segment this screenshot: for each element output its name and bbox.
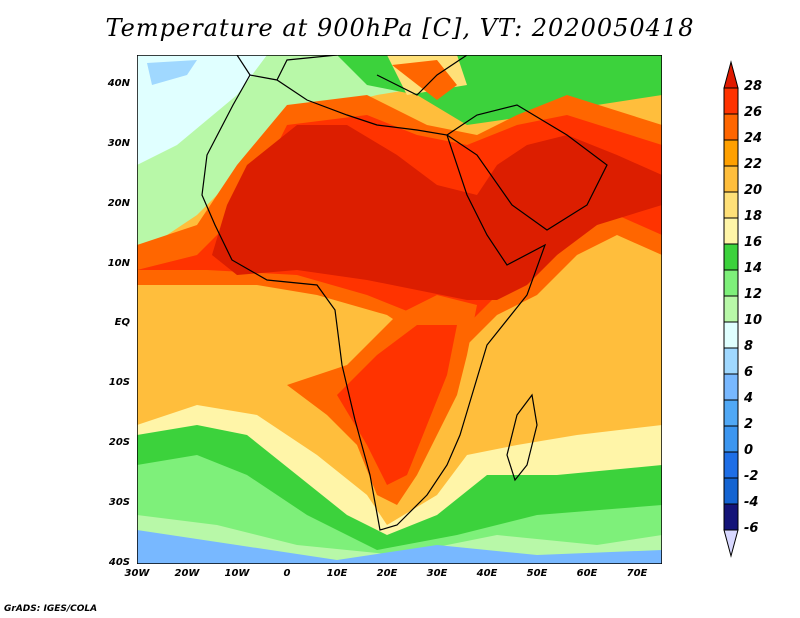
colorbar-box bbox=[723, 191, 739, 219]
colorbar-box bbox=[723, 217, 739, 245]
colorbar-top-arrow bbox=[723, 60, 739, 89]
lon-label: 30W bbox=[124, 568, 150, 579]
lon-label: 20E bbox=[376, 568, 398, 579]
colorbar-box bbox=[723, 477, 739, 505]
colorbar-box bbox=[723, 295, 739, 323]
lon-label: 10E bbox=[326, 568, 348, 579]
lat-label: EQ bbox=[114, 317, 130, 329]
colorbar-label: 20 bbox=[744, 183, 763, 198]
lon-label: 10W bbox=[224, 568, 250, 579]
colorbar-box bbox=[723, 165, 739, 193]
lat-label: 20N bbox=[107, 197, 130, 209]
africa-coastline bbox=[201, 74, 547, 531]
colorbar-box bbox=[723, 399, 739, 427]
madagascar-outline bbox=[506, 393, 538, 482]
lon-label: 50E bbox=[526, 568, 548, 579]
lat-label: 40N bbox=[107, 77, 130, 89]
colorbar-box bbox=[723, 113, 739, 141]
colorbar-label: 14 bbox=[744, 261, 763, 276]
colorbar-label: -2 bbox=[744, 469, 759, 484]
colorbar-box bbox=[723, 503, 739, 531]
lon-label: 60E bbox=[576, 568, 598, 579]
lat-label: 30S bbox=[108, 497, 130, 509]
colorbar-box bbox=[723, 243, 739, 271]
colorbar-label: 2 bbox=[744, 417, 754, 432]
colorbar-label: 6 bbox=[744, 365, 754, 380]
footer-credit: GrADS: IGES/COLA bbox=[4, 604, 98, 614]
lat-label: 10N bbox=[107, 257, 130, 269]
colorbar-box bbox=[723, 373, 739, 401]
colorbar-label: 12 bbox=[744, 287, 763, 302]
lat-label: 30N bbox=[107, 137, 130, 149]
colorbar-box bbox=[723, 347, 739, 375]
lat-label: 40S bbox=[108, 557, 130, 568]
colorbar-label: 24 bbox=[744, 131, 763, 146]
colorbar-box bbox=[723, 425, 739, 453]
colorbar-box bbox=[723, 321, 739, 349]
temperature-map bbox=[137, 55, 662, 564]
colorbar-label: 22 bbox=[744, 157, 763, 172]
europe-coastline bbox=[236, 55, 468, 96]
colorbar-box bbox=[723, 87, 739, 115]
colorbar-label: -4 bbox=[744, 495, 759, 510]
colorbar-label: 28 bbox=[744, 79, 763, 94]
lon-label: 40E bbox=[476, 568, 498, 579]
colorbar bbox=[723, 60, 739, 558]
colorbar-label: 18 bbox=[744, 209, 763, 224]
colorbar-label: 4 bbox=[744, 391, 754, 406]
lon-label: 30E bbox=[426, 568, 448, 579]
colorbar-label: -6 bbox=[744, 521, 759, 536]
colorbar-bottom-arrow bbox=[723, 529, 739, 558]
lat-label: 20S bbox=[108, 437, 130, 449]
lon-label: 0 bbox=[283, 568, 291, 579]
colorbar-label: 26 bbox=[744, 105, 763, 120]
lat-label: 10S bbox=[108, 377, 130, 389]
colorbar-label: 8 bbox=[744, 339, 754, 354]
colorbar-box bbox=[723, 451, 739, 479]
colorbar-label: 10 bbox=[744, 313, 763, 328]
lon-label: 70E bbox=[626, 568, 648, 579]
colorbar-box bbox=[723, 269, 739, 297]
lon-label: 20W bbox=[174, 568, 200, 579]
colorbar-label: 0 bbox=[744, 443, 754, 458]
colorbar-label: 16 bbox=[744, 235, 763, 250]
colorbar-box bbox=[723, 139, 739, 167]
arabia-outline bbox=[445, 104, 608, 231]
map-title: Temperature at 900hPa [C], VT: 202005041… bbox=[105, 14, 695, 42]
